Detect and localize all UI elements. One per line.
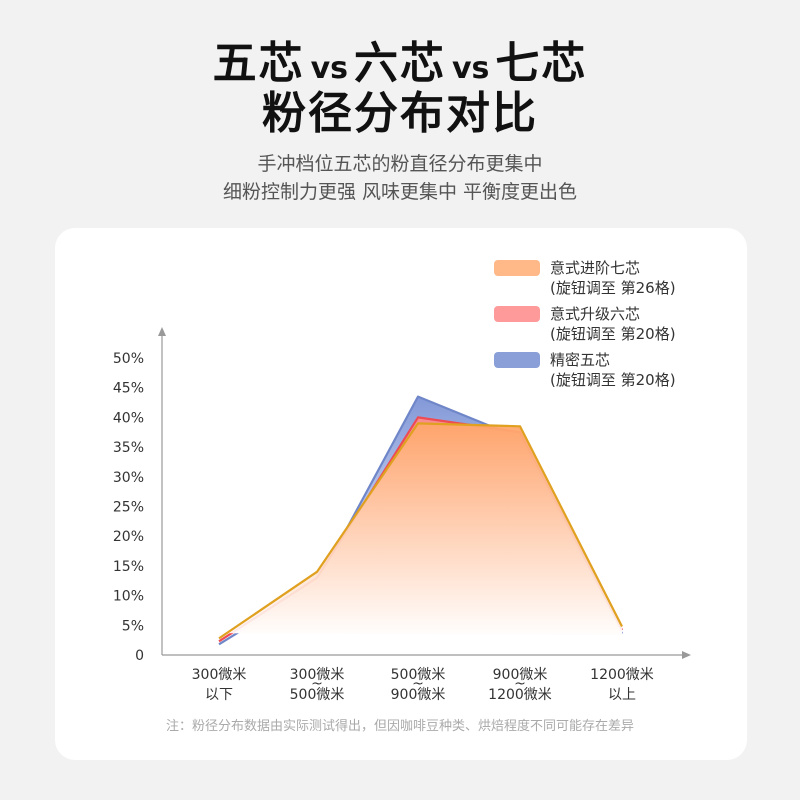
x-category-label: 300微米 [192,667,247,683]
title-six-core: 六芯 [354,38,446,89]
title-vs-2: vs [452,51,490,86]
y-tick-label: 50% [113,351,144,367]
x-category-label: 1200微米 [590,667,654,683]
y-tick-label: 15% [113,559,144,575]
chart-title-line2: 粉径分布对比 [262,88,538,139]
title-seven-core: 七芯 [495,38,588,89]
y-axis-arrow [158,327,166,336]
y-tick-label: 35% [113,440,144,456]
x-category-label: 500微米 [391,667,446,683]
x-category-label: 以上 [608,687,636,703]
y-tick-label: 45% [113,381,144,397]
series-area [219,423,622,639]
legend-sublabel: (旋钮调至 第20格) [550,325,676,343]
y-tick-label: 30% [113,470,144,486]
series-line [218,422,623,640]
y-tick-label: 20% [113,529,144,545]
x-category-label: ~ [311,676,323,692]
legend-label: 精密五芯 [550,351,610,369]
x-category-label: ~ [514,676,526,692]
legend-label: 意式进阶七芯 [550,259,640,277]
x-category-label: 900微米 [493,667,548,683]
footnote: 注：粉径分布数据由实际测试得出，但因咖啡豆种类、烘焙程度不同可能存在差异 [166,718,634,734]
legend-swatch [494,352,540,368]
y-tick-label: 0 [135,648,144,664]
subtitle-line1: 手冲档位五芯的粉直径分布更集中 [257,153,543,175]
x-category-label: 300微米 [290,667,345,683]
x-category-label: 以下 [205,687,233,703]
x-axis-arrow [682,651,691,659]
legend-sublabel: (旋钮调至 第20格) [550,371,676,389]
legend-swatch [494,306,540,322]
x-category-label: 500微米 [290,687,345,703]
y-tick-label: 40% [113,410,144,426]
y-tick-label: 5% [122,618,144,634]
title-vs-1: vs [310,51,348,86]
x-category-label: 1200微米 [488,687,552,703]
legend-label: 意式升级六芯 [550,305,640,323]
chart-title-line1: 五芯 vs 六芯 vs 七芯 [0,38,800,95]
x-category-label: ~ [412,676,424,692]
legend-swatch [494,260,540,276]
y-tick-label: 10% [113,589,144,605]
y-tick-label: 25% [113,500,144,516]
legend-sublabel: (旋钮调至 第26格) [550,279,676,297]
x-category-label: 900微米 [391,687,446,703]
subtitle-line2: 细粉控制力更强 风味更集中 平衡度更出色 [222,181,578,203]
title-five-core: 五芯 [212,38,305,89]
